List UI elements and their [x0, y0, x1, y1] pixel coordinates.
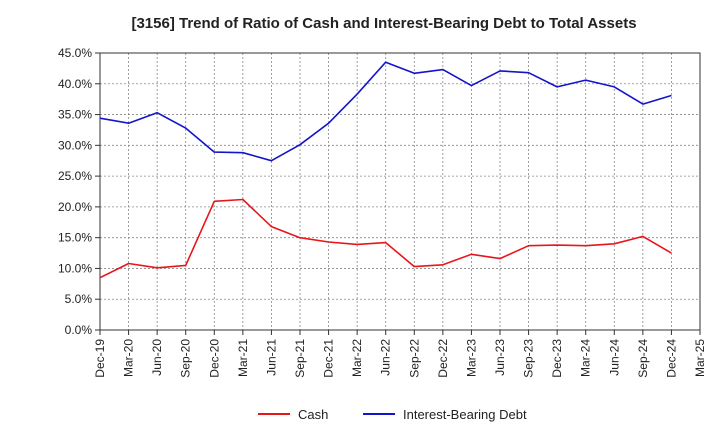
y-tick-label: 10.0% — [58, 261, 92, 275]
series-line-cash — [99, 198, 672, 279]
x-tick-label: Sep-21 — [293, 339, 307, 378]
x-tick-label: Mar-20 — [122, 339, 136, 377]
legend-label-interest-bearing-debt: Interest-Bearing Debt — [403, 407, 527, 422]
grid-layer — [99, 52, 701, 331]
y-tick-label: 15.0% — [58, 231, 92, 245]
y-tick-label: 0.0% — [65, 323, 93, 337]
x-tick-label: Mar-25 — [693, 339, 707, 377]
x-tick-label: Jun-23 — [493, 339, 507, 376]
x-tick-label: Sep-23 — [522, 339, 536, 378]
x-tick-label: Sep-22 — [407, 339, 421, 378]
y-tick-label: 45.0% — [58, 46, 92, 60]
y-tick-label: 5.0% — [65, 292, 93, 306]
x-tick-label: Dec-19 — [93, 339, 107, 378]
x-tick-label: Dec-21 — [322, 339, 336, 378]
x-tick-label: Sep-20 — [179, 339, 193, 378]
x-tick-label: Mar-24 — [579, 339, 593, 377]
x-tick-label: Mar-22 — [350, 339, 364, 377]
legend: Cash Interest-Bearing Debt — [258, 407, 527, 422]
x-tick-label: Jun-22 — [379, 339, 393, 376]
y-tick-label: 25.0% — [58, 169, 92, 183]
legend-label-cash: Cash — [298, 407, 328, 422]
x-tick-label: Mar-23 — [464, 339, 478, 377]
axis-layer: 0.0% 5.0% 10.0% 15.0% 20.0% 25.0% 30.0% 35.0% 40… — [58, 46, 707, 378]
chart-title: [3156] Trend of Ratio of Cash and Intere… — [131, 15, 636, 32]
x-tick-label: Jun-24 — [607, 339, 621, 376]
plot-frame — [99, 52, 701, 331]
x-tick-label: Sep-24 — [636, 339, 650, 378]
x-tick-label: Dec-23 — [550, 339, 564, 378]
series-layer — [99, 61, 672, 279]
y-tick-label: 35.0% — [58, 108, 92, 122]
y-tick-label: 30.0% — [58, 138, 92, 152]
x-tick-label: Dec-22 — [436, 339, 450, 378]
y-tick-label: 40.0% — [58, 77, 92, 91]
x-tick-label: Mar-21 — [236, 339, 250, 377]
x-tick-label: Jun-21 — [264, 339, 278, 376]
series-line-interest-bearing-debt — [99, 61, 672, 162]
x-tick-label: Dec-24 — [664, 339, 678, 378]
y-tick-label: 20.0% — [58, 200, 92, 214]
x-tick-label: Jun-20 — [150, 339, 164, 376]
x-tick-label: Dec-20 — [207, 339, 221, 378]
